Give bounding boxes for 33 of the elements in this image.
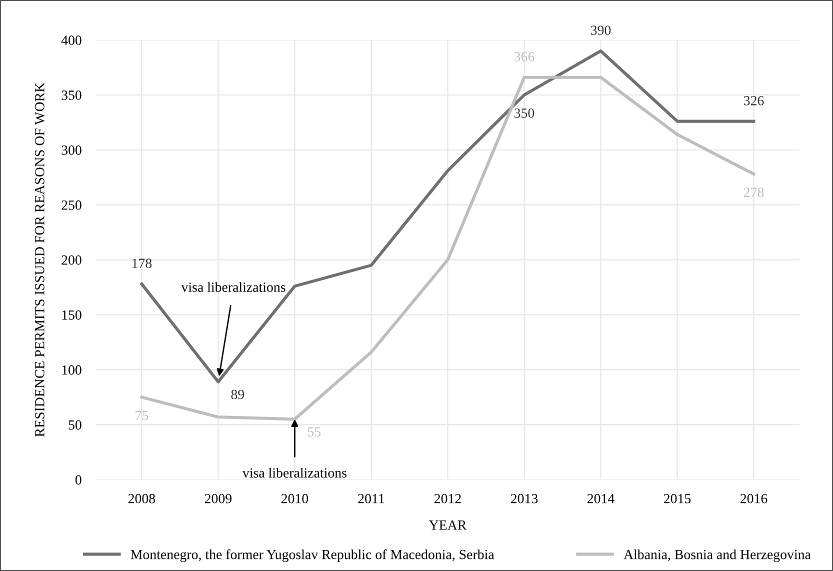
y-tick-label: 0 <box>75 475 82 485</box>
y-tick-label: 50 <box>68 420 82 430</box>
x-tick-label: 2009 <box>204 494 232 504</box>
y-tick-label: 150 <box>62 310 82 320</box>
data-label: 89 <box>231 390 244 400</box>
x-tick-label: 2012 <box>434 494 461 504</box>
y-tick-label: 350 <box>62 90 82 100</box>
x-tick-label: 2008 <box>128 494 156 504</box>
data-label: 366 <box>514 52 534 62</box>
data-label: 278 <box>744 188 764 197</box>
x-axis-title: YEAR <box>428 520 467 530</box>
legend-label: Albania, Bosnia and Herzegovina <box>624 549 811 562</box>
legend-label: Montenegro, the former Yugoslav Republic of Macedonia, Serbia <box>130 549 494 562</box>
y-tick-label: 250 <box>62 200 82 210</box>
x-tick-label: 2011 <box>358 494 384 504</box>
data-label: 350 <box>514 108 534 118</box>
annotation: visa liberalizations <box>242 468 346 478</box>
data-label: 55 <box>308 427 321 437</box>
x-tick-label: 2015 <box>664 494 691 504</box>
data-label: 326 <box>744 96 764 106</box>
x-tick-label: 2010 <box>281 494 308 504</box>
annotation: visa liberalizations <box>181 282 286 292</box>
data-label: 390 <box>591 26 611 35</box>
x-tick-label: 2013 <box>510 494 538 504</box>
y-tick-label: 200 <box>62 255 82 265</box>
x-tick-label: 2014 <box>587 494 614 504</box>
data-label: 75 <box>136 410 148 420</box>
data-label: 178 <box>132 258 152 268</box>
y-tick-label: 400 <box>61 36 82 45</box>
y-tick-label: 100 <box>62 365 82 375</box>
y-tick-label: 300 <box>62 145 82 155</box>
x-tick-label: 2016 <box>740 494 768 504</box>
y-axis-title: RESIDENCE PERMITS ISSUED FOR REASONS OF WORK <box>35 82 44 437</box>
